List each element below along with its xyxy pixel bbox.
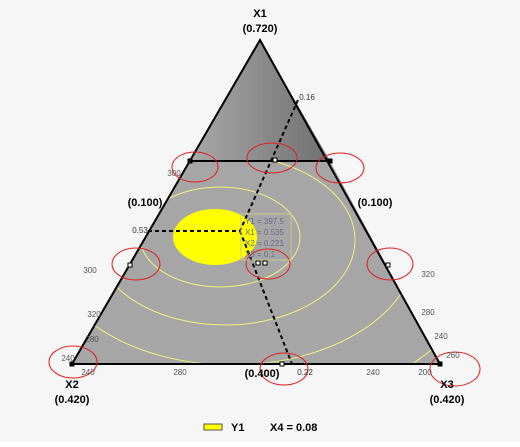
optimum-region [173,209,257,265]
edge-label: (0.400) [245,368,280,380]
tooltip-line: X3 = 0.1 [245,250,276,259]
highlight [48,345,98,379]
axis-mark: 0.16 [299,93,315,102]
highlight [315,152,365,184]
contour-label: 240 [81,368,95,377]
legend-note: X4 = 0.08 [270,422,317,434]
design-point [127,262,133,268]
design-point [279,361,285,367]
highlight [259,352,309,386]
design-point [437,361,443,367]
design-point [327,158,333,164]
highlight [366,247,414,281]
legend-label: Y1 [231,422,244,434]
highlight [111,247,161,281]
tooltip-box [240,213,292,261]
edge-label: (0.100) [128,197,163,209]
contour-label: 320 [87,310,101,319]
design-point [272,157,278,163]
contour-label: 200 [418,368,432,377]
tooltip-line: X1 = 0.535 [245,228,284,237]
contour-label: 280 [173,368,187,377]
design-point [262,260,268,266]
dash-line [239,99,299,232]
vertex-range: (0.420) [55,394,90,406]
contour-label: 320 [421,270,435,279]
contour-label: 260 [446,351,460,360]
design-point [385,262,391,268]
contour-label: 300 [167,169,181,178]
vertex-range: (0.720) [243,23,278,35]
highlight [429,351,481,387]
contour-label: 280 [421,308,435,317]
excluded-region [190,40,330,161]
contour-label: 300 [83,266,97,275]
axis-mark: 0.22 [297,368,313,377]
edge-label: (0.100) [358,197,393,209]
legend-swatch [203,423,223,431]
contour-label: 240 [434,332,448,341]
highlight [171,151,219,183]
vertex-name: X2 [65,379,78,391]
vertex-name: X3 [440,379,453,391]
highlight [246,142,298,174]
axis-mark: 0.53 [132,226,148,235]
contour-label: 240 [366,368,380,377]
design-point [255,260,261,266]
design-points [69,157,443,367]
design-point [187,158,193,164]
design-point [69,361,75,367]
vertex-range: (0.420) [430,394,465,406]
tooltip-line: Y1 = 397.5 [245,217,284,226]
highlight [245,248,291,280]
vertex-name: X1 [253,8,266,20]
contour-label: 280 [85,335,99,344]
triangle [70,37,442,365]
contour-label: 240 [61,354,75,363]
dash-line [239,230,293,365]
crosshair [148,99,299,365]
highlights [48,142,481,387]
tooltip-line: X2 = 0.221 [245,239,284,248]
